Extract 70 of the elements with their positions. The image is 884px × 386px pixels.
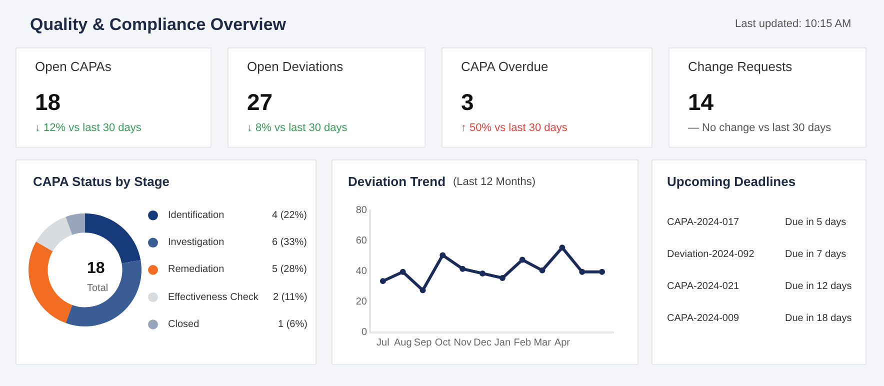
donut-slice bbox=[66, 260, 142, 326]
point bbox=[440, 252, 446, 258]
text: Open CAPAs bbox=[35, 59, 112, 74]
point bbox=[519, 256, 526, 263]
category-label: CAPA-2024-017 bbox=[667, 217, 740, 228]
data-label: 1 (6%) bbox=[278, 319, 308, 330]
point bbox=[460, 266, 466, 272]
text: Total bbox=[87, 283, 108, 294]
x-tick-label: Apr bbox=[554, 337, 571, 348]
text: ↓ 8% vs last 30 days bbox=[247, 122, 348, 134]
point bbox=[539, 267, 546, 274]
y-tick-label: 80 bbox=[356, 205, 368, 216]
text: CAPA Status by Stage bbox=[33, 174, 170, 189]
point bbox=[380, 278, 386, 284]
text: — No change vs last 30 days bbox=[688, 122, 832, 134]
text: Due in 18 days bbox=[785, 313, 852, 324]
category-label: Deviation-2024-092 bbox=[667, 249, 755, 260]
text: Due in 7 days bbox=[785, 249, 846, 260]
point bbox=[480, 270, 486, 276]
data-label: 6 (33%) bbox=[272, 237, 308, 248]
legend-label: Investigation bbox=[168, 237, 224, 248]
donut-slice bbox=[36, 216, 72, 252]
text: 18 bbox=[35, 89, 61, 115]
text: Change Requests bbox=[688, 59, 793, 74]
text: Due in 5 days bbox=[785, 217, 846, 228]
data-label: 2 (11%) bbox=[273, 292, 308, 303]
y-tick-label: 20 bbox=[356, 296, 368, 308]
text: Open Deviations bbox=[247, 59, 344, 74]
point bbox=[559, 244, 566, 251]
x-tick-label: Aug bbox=[394, 337, 412, 348]
donut-slice bbox=[85, 213, 141, 264]
point bbox=[579, 268, 586, 275]
x-tick-label: Jan bbox=[494, 337, 511, 348]
x-tick-label: Oct bbox=[434, 337, 451, 348]
text: CAPA Overdue bbox=[461, 59, 548, 74]
x-tick-label: Mar bbox=[534, 337, 552, 348]
legend-label: Effectiveness Check bbox=[168, 292, 260, 303]
data-label: 5 (28%) bbox=[272, 264, 308, 275]
x-tick-label: Feb bbox=[514, 337, 532, 348]
text: Last updated: 10:15 AM bbox=[735, 18, 852, 30]
text: ↑ 50% vs last 30 days bbox=[461, 122, 568, 134]
legend-label: Identification bbox=[168, 210, 224, 221]
point bbox=[420, 287, 426, 294]
chart-title: Deviation Trend bbox=[348, 174, 446, 189]
y-tick-label: 40 bbox=[356, 266, 368, 277]
text: 27 bbox=[247, 89, 273, 115]
x-tick-label: Jul bbox=[376, 337, 390, 348]
legend-label: Closed bbox=[168, 319, 200, 330]
data-label: 4 (22%) bbox=[272, 210, 308, 221]
point bbox=[400, 268, 406, 275]
point bbox=[599, 268, 606, 275]
text: Upcoming Deadlines bbox=[667, 174, 796, 189]
x-tick-label: Dec bbox=[474, 337, 492, 348]
text: 3 bbox=[461, 89, 474, 115]
text: Due in 12 days bbox=[785, 281, 852, 292]
text: 18 bbox=[87, 260, 105, 277]
text: 14 bbox=[688, 89, 714, 115]
x-tick-label: Sep bbox=[414, 337, 432, 348]
chart-subtitle: (Last 12 Months) bbox=[453, 176, 536, 188]
x-tick-label: Nov bbox=[454, 337, 472, 348]
category-label: CAPA-2024-021 bbox=[667, 281, 740, 292]
text: ↓ 12% vs last 30 days bbox=[35, 122, 142, 134]
y-tick-label: 0 bbox=[361, 326, 368, 338]
legend-label: Remediation bbox=[168, 264, 224, 275]
y-tick-label: 60 bbox=[356, 235, 368, 246]
text: Quality & Compliance Overview bbox=[30, 15, 287, 34]
donut-slice bbox=[28, 242, 72, 324]
category-label: CAPA-2024-009 bbox=[667, 313, 740, 324]
point bbox=[499, 275, 506, 282]
donut-slice bbox=[66, 213, 85, 235]
